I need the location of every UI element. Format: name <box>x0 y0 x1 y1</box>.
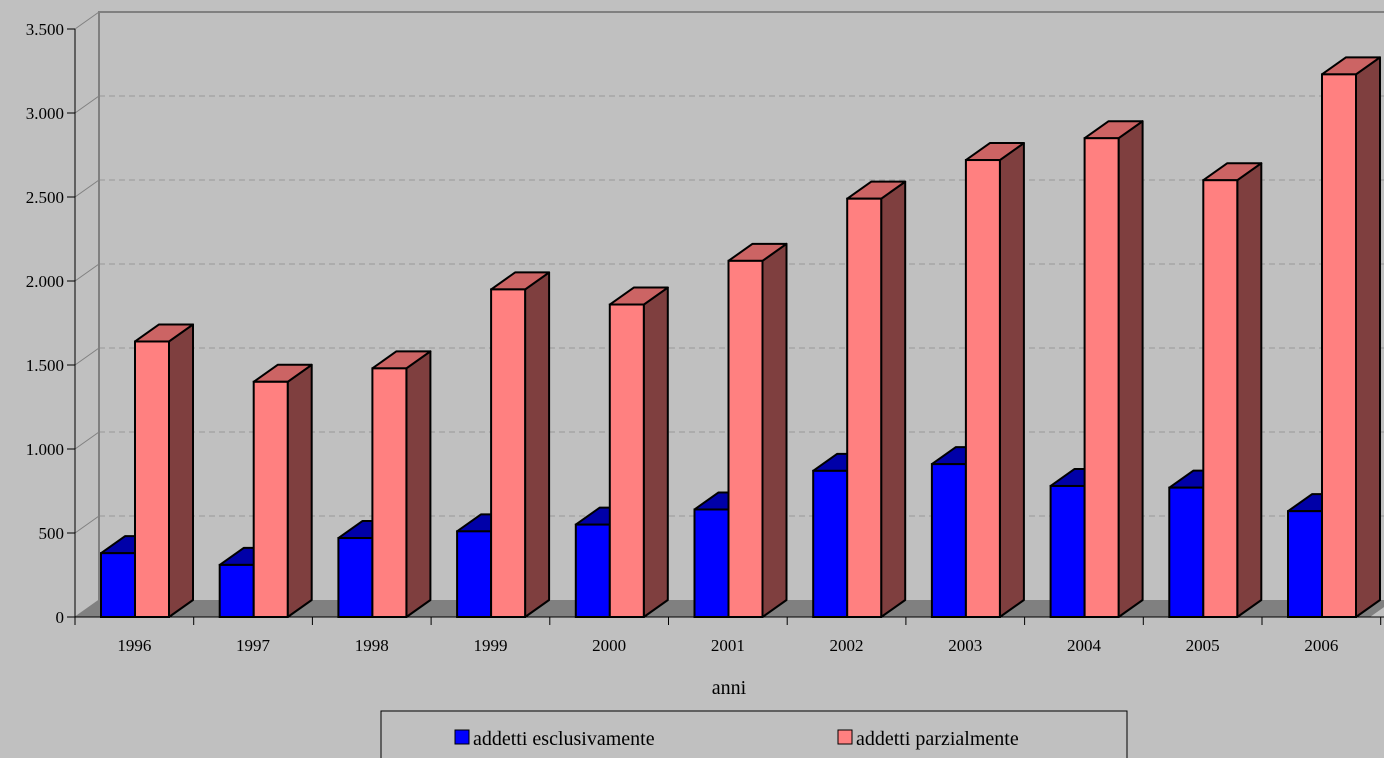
y-tick-label: 2.500 <box>26 188 64 207</box>
bar-2-1996 <box>135 324 193 617</box>
x-tick-label: 2001 <box>711 636 745 655</box>
bar-front <box>966 160 1000 617</box>
legend-label-series-1: addetti esclusivamente <box>473 728 655 750</box>
bar-side <box>169 324 193 617</box>
x-tick-label: 2006 <box>1304 636 1338 655</box>
y-tick-label: 1.500 <box>26 356 64 375</box>
x-tick-label: 1997 <box>236 636 271 655</box>
legend: addetti esclusivamente addetti parzialme… <box>381 711 1127 758</box>
bar-front <box>491 289 525 617</box>
y-tick-label: 3.500 <box>26 20 64 39</box>
bar-2-2004 <box>1085 121 1143 617</box>
bar-2-1997 <box>254 365 312 617</box>
bar-front <box>1169 488 1203 617</box>
bar-front <box>254 382 288 617</box>
bar-side <box>1356 57 1380 617</box>
bar-front <box>101 553 135 617</box>
bar-side <box>1119 121 1143 617</box>
wall-grid-diagonal <box>75 432 99 449</box>
legend-swatch-series-1 <box>455 730 469 744</box>
x-tick-label: 1996 <box>117 636 151 655</box>
y-tick-label: 500 <box>39 524 65 543</box>
wall-grid-diagonal <box>75 348 99 365</box>
wall-grid-diagonal <box>75 264 99 281</box>
bar-side <box>1237 163 1261 617</box>
legend-label-series-2: addetti parzialmente <box>856 728 1019 750</box>
bar-front <box>457 531 491 617</box>
x-tick-label: 2000 <box>592 636 626 655</box>
bar-front <box>695 509 729 617</box>
x-tick-labels: 1996 1997 1998 1999 2000 2001 2002 2003 2004 2005… <box>117 636 1338 655</box>
bar-front <box>338 538 372 617</box>
bar-side <box>288 365 312 617</box>
bar-2-1998 <box>372 351 430 617</box>
bar-front <box>1051 486 1085 617</box>
y-tick-label: 0 <box>56 608 65 627</box>
bars-layer <box>101 57 1380 617</box>
bar-front <box>813 471 847 617</box>
bar-2-2005 <box>1203 163 1261 617</box>
bar-front <box>1085 138 1119 617</box>
x-tick-label: 1998 <box>355 636 389 655</box>
x-tick-label: 2003 <box>948 636 982 655</box>
y-tick-label: 3.000 <box>26 104 64 123</box>
x-tick-label: 2002 <box>830 636 864 655</box>
bar-2-2000 <box>610 288 668 617</box>
y-tick-label: 1.000 <box>26 440 64 459</box>
bar-front <box>847 199 881 617</box>
bar-2-2002 <box>847 182 905 617</box>
bar-side <box>406 351 430 617</box>
bar-side <box>1000 143 1024 617</box>
bar-side <box>525 272 549 617</box>
bar-side <box>881 182 905 617</box>
legend-swatch-series-2 <box>838 730 852 744</box>
bar-side <box>763 244 787 617</box>
wall-grid-diagonal <box>75 516 99 533</box>
bar-front <box>576 525 610 617</box>
x-tick-label: 2004 <box>1067 636 1102 655</box>
bar-front <box>729 261 763 617</box>
bar-2-1999 <box>491 272 549 617</box>
bar-side <box>644 288 668 617</box>
wall-grid-diagonal <box>75 12 99 29</box>
bar-front <box>1288 511 1322 617</box>
bar-front <box>610 305 644 617</box>
y-tick-label: 2.000 <box>26 272 64 291</box>
x-tick-label: 2005 <box>1186 636 1220 655</box>
bar-front <box>135 341 169 617</box>
bar-front <box>932 464 966 617</box>
wall-grid-diagonal <box>75 180 99 197</box>
x-tick-label: 1999 <box>473 636 507 655</box>
bar-2-2006 <box>1322 57 1380 617</box>
wall-grid-diagonal <box>75 96 99 113</box>
bar-front <box>1322 74 1356 617</box>
bar-2-2003 <box>966 143 1024 617</box>
bar-front <box>1203 180 1237 617</box>
bar-front <box>220 565 254 617</box>
bar-front <box>372 368 406 617</box>
bar-2-2001 <box>729 244 787 617</box>
x-axis-label: anni <box>712 677 747 699</box>
